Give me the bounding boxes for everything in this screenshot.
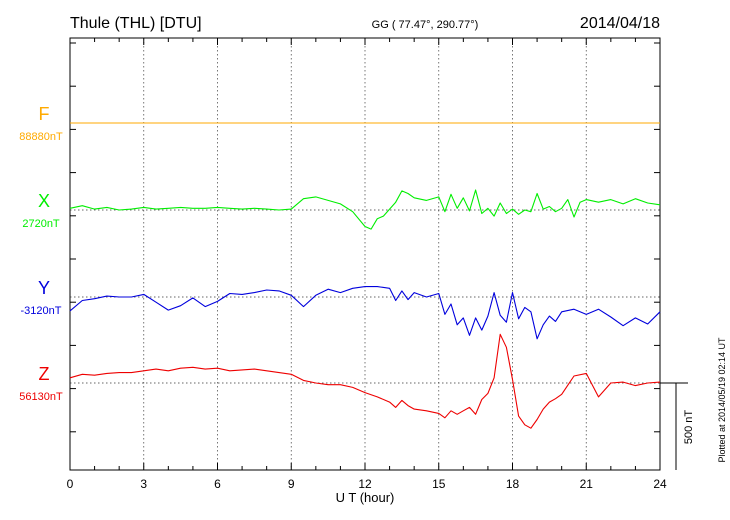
series-line-y: [69, 286, 661, 340]
plotted-at-note: Plotted at 2014/05/19 02:14 UT: [717, 337, 727, 463]
x-axis-label: U T (hour): [336, 490, 395, 505]
scale-bar-label: 500 nT: [683, 410, 695, 445]
x-tick-label: 3: [140, 477, 147, 491]
x-tick-label: 15: [432, 477, 446, 491]
series-baseline-value-f: 88880nT: [19, 131, 63, 143]
x-tick-label: 21: [580, 477, 594, 491]
series-baseline-value-x: 2720nT: [22, 218, 60, 230]
series-line-x: [69, 189, 661, 230]
grid: [143, 38, 587, 470]
date-label: 2014/04/18: [580, 15, 660, 32]
series-baseline-value-y: -3120nT: [21, 305, 62, 317]
axis-ticks: [69, 38, 661, 470]
station-title: Thule (THL) [DTU]: [70, 15, 202, 32]
series-name-z: Z: [39, 364, 50, 384]
x-tick-label: 0: [67, 477, 74, 491]
series-lines: [69, 122, 661, 429]
x-tick-label: 12: [358, 477, 372, 491]
series-name-f: F: [39, 104, 50, 124]
series-name-y: Y: [38, 278, 50, 298]
x-tick-label: 18: [506, 477, 520, 491]
station-coordinates: GG ( 77.47°, 290.77°): [372, 19, 479, 31]
series-line-z: [69, 333, 661, 429]
x-tick-label: 6: [214, 477, 221, 491]
scale-bar: 500 nT: [660, 382, 695, 470]
x-tick-label: 9: [288, 477, 295, 491]
series-labels: F 88880nT X 2720nT Y -3120nT Z 56130nT: [19, 104, 63, 403]
x-tick-labels: 0 3 6 9 12 15 18 21 24: [67, 477, 667, 491]
series-name-x: X: [38, 191, 50, 211]
series-baseline-value-z: 56130nT: [19, 391, 63, 403]
x-tick-label: 24: [653, 477, 667, 491]
